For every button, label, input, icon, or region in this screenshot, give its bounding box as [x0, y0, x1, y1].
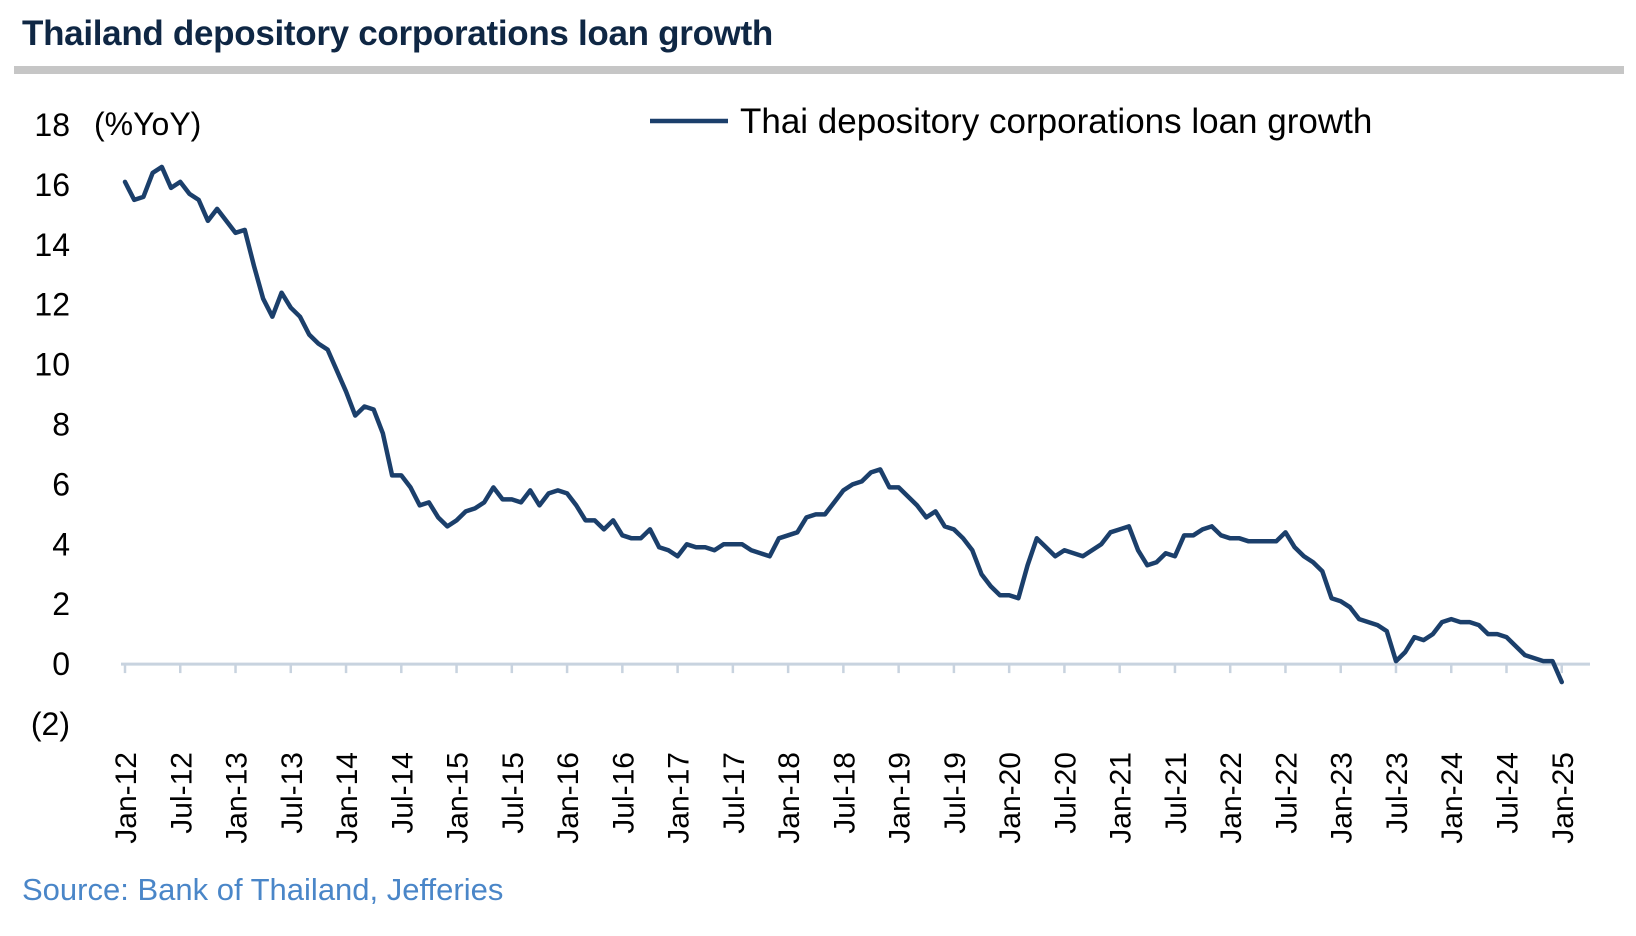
x-tick-label: Jan-16 [552, 752, 585, 844]
x-tick-label: Jan-22 [1215, 752, 1248, 844]
y-tick-label: 2 [52, 586, 70, 622]
y-axis-ticks: (2) 0 2 4 6 8 10 12 14 16 18 [31, 107, 70, 742]
x-tick-label: Jul-24 [1492, 752, 1525, 834]
x-tick-label: Jan-18 [773, 752, 806, 844]
x-tick-label: Jan-20 [994, 752, 1027, 844]
y-tick-label: 12 [34, 287, 70, 323]
x-tick-label: Jan-17 [663, 752, 696, 844]
x-tick-label: Jul-22 [1270, 752, 1303, 834]
series-line-loan-growth [122, 164, 1565, 685]
title-divider [14, 66, 1624, 74]
x-tick-label: Jan-13 [221, 752, 254, 844]
x-tick-label: Jul-20 [1049, 752, 1082, 834]
x-axis-ticks: Jan-12 Jul-12 Jan-13 Jul-13 Jan-14 Jul-14 Jan-… [110, 664, 1580, 844]
source-note: Source: Bank of Thailand, Jefferies [22, 872, 504, 907]
x-tick-label: Jul-19 [939, 752, 972, 834]
y-axis-unit-label: (%YoY) [94, 106, 201, 142]
y-tick-label: 16 [34, 167, 70, 203]
x-tick-label: Jul-23 [1381, 752, 1414, 834]
x-tick-label: Jan-23 [1326, 752, 1359, 844]
x-tick-label: Jul-16 [607, 752, 640, 834]
y-tick-label: 0 [52, 646, 70, 682]
x-tick-label: Jul-18 [828, 752, 861, 834]
y-tick-label: 10 [34, 347, 70, 383]
legend-label: Thai depository corporations loan growth [740, 102, 1372, 141]
x-tick-label: Jul-21 [1160, 752, 1193, 834]
x-tick-label: Jan-15 [442, 752, 475, 844]
x-tick-label: Jan-21 [1105, 752, 1138, 844]
x-tick-label: Jul-12 [165, 752, 198, 834]
x-tick-label: Jul-17 [718, 752, 751, 834]
x-tick-label: Jan-14 [331, 752, 364, 844]
y-tick-label: 14 [34, 227, 70, 263]
chart-title: Thailand depository corporations loan gr… [22, 14, 774, 53]
y-tick-label: 8 [52, 407, 70, 443]
x-tick-label: Jul-14 [386, 752, 419, 834]
x-tick-label: Jan-12 [110, 752, 143, 844]
y-tick-label: (2) [31, 706, 70, 742]
y-tick-label: 4 [52, 526, 70, 562]
x-tick-label: Jan-24 [1436, 752, 1469, 844]
x-tick-label: Jul-13 [276, 752, 309, 834]
y-tick-label: 18 [34, 107, 70, 143]
x-tick-label: Jul-15 [497, 752, 530, 834]
x-tick-label: Jan-25 [1547, 752, 1580, 844]
y-tick-label: 6 [52, 466, 70, 502]
x-tick-label: Jan-19 [884, 752, 917, 844]
